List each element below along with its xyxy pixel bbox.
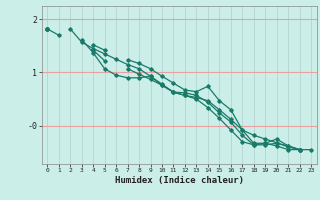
X-axis label: Humidex (Indice chaleur): Humidex (Indice chaleur) [115, 176, 244, 185]
